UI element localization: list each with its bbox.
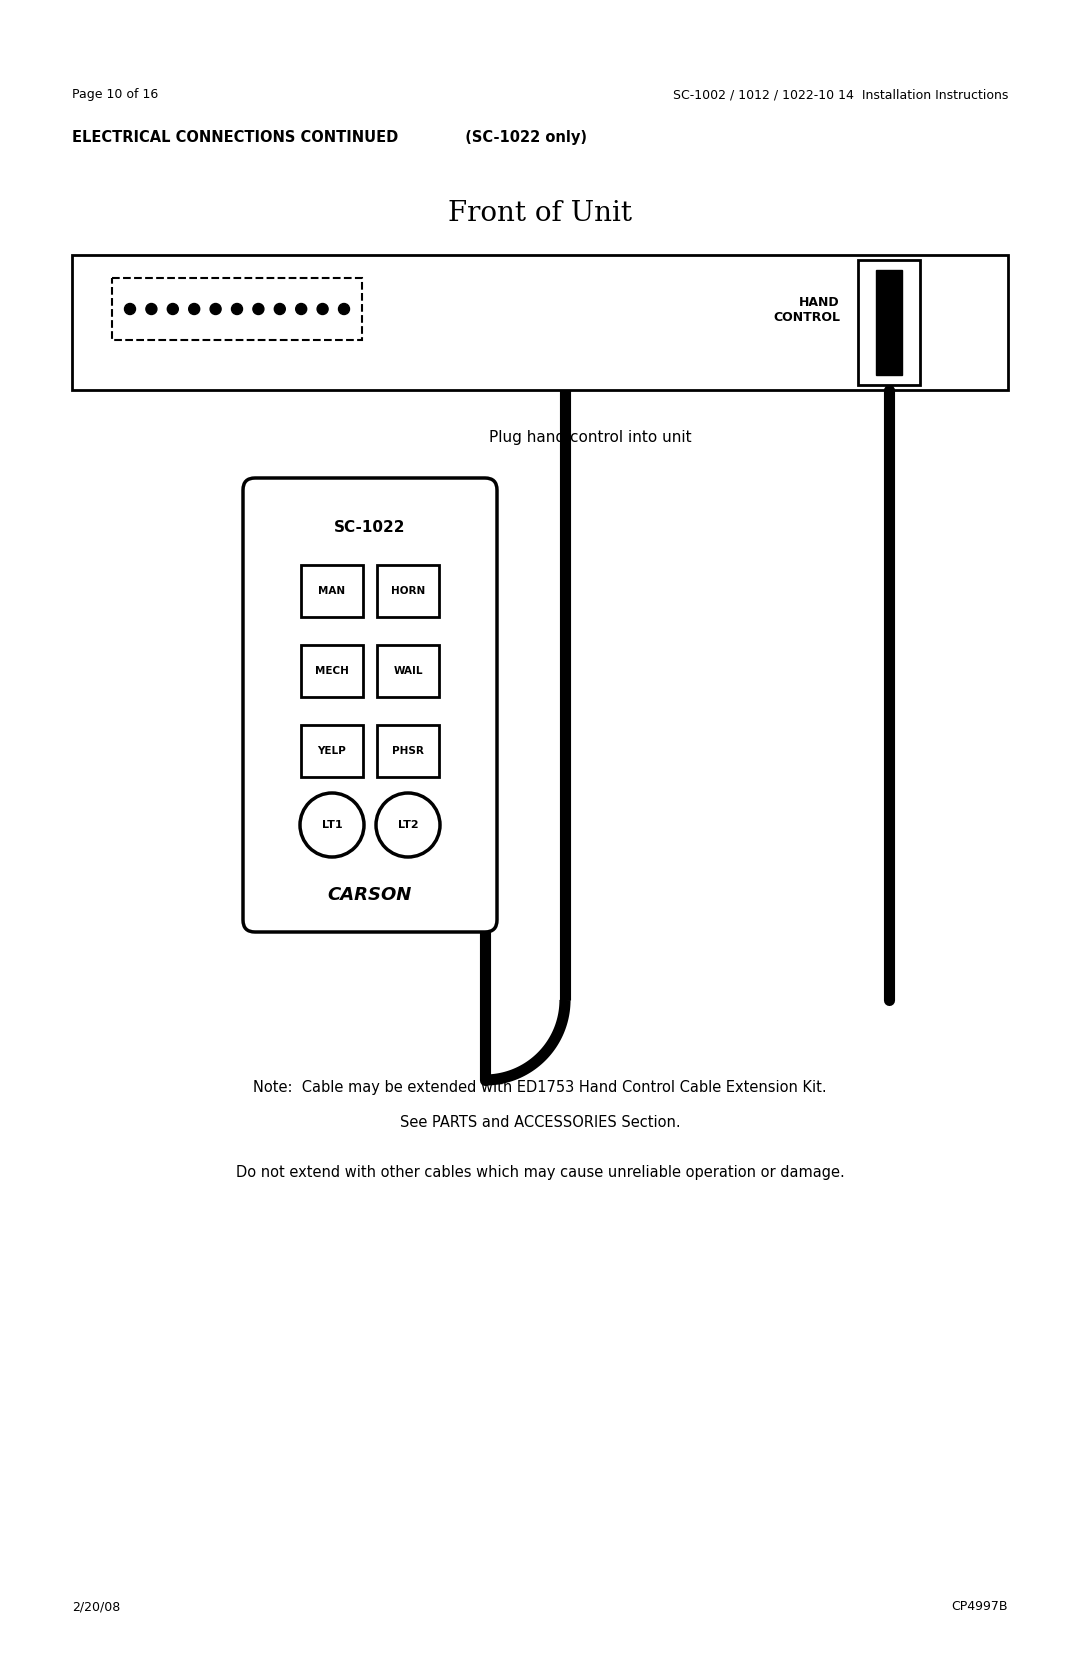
- Circle shape: [124, 304, 135, 314]
- Circle shape: [231, 304, 243, 314]
- Circle shape: [253, 304, 264, 314]
- Text: Do not extend with other cables which may cause unreliable operation or damage.: Do not extend with other cables which ma…: [235, 1165, 845, 1180]
- Text: Front of Unit: Front of Unit: [448, 200, 632, 227]
- Text: 2/20/08: 2/20/08: [72, 1601, 120, 1612]
- Text: CARSON: CARSON: [328, 886, 413, 905]
- Text: LT1: LT1: [322, 819, 342, 829]
- Circle shape: [300, 793, 364, 856]
- Text: HORN: HORN: [391, 586, 426, 596]
- Bar: [72, 255, 1008, 391]
- Circle shape: [376, 793, 440, 856]
- FancyBboxPatch shape: [243, 477, 497, 931]
- Text: Page 10 of 16: Page 10 of 16: [72, 88, 159, 102]
- Circle shape: [146, 304, 157, 314]
- Circle shape: [211, 304, 221, 314]
- Text: PHSR: PHSR: [392, 746, 424, 756]
- Circle shape: [338, 304, 350, 314]
- Text: CP4997B: CP4997B: [951, 1601, 1008, 1612]
- Text: WAIL: WAIL: [393, 666, 422, 676]
- Text: Note:  Cable may be extended with ED1753 Hand Control Cable Extension Kit.: Note: Cable may be extended with ED1753 …: [253, 1080, 827, 1095]
- Bar: [377, 644, 438, 698]
- Circle shape: [167, 304, 178, 314]
- Circle shape: [296, 304, 307, 314]
- Bar: [301, 644, 363, 698]
- Text: LT2: LT2: [397, 819, 418, 829]
- Text: MAN: MAN: [319, 586, 346, 596]
- Circle shape: [189, 304, 200, 314]
- Bar: [377, 724, 438, 778]
- Bar: [377, 566, 438, 618]
- Bar: [112, 279, 362, 340]
- Bar: [301, 724, 363, 778]
- Text: Plug hand control into unit: Plug hand control into unit: [488, 431, 691, 446]
- Bar: [301, 566, 363, 618]
- Text: SC-1022: SC-1022: [334, 521, 406, 536]
- Text: (SC-1022 only): (SC-1022 only): [455, 130, 588, 145]
- Bar: [876, 270, 902, 376]
- Text: SC-1002 / 1012 / 1022-10 14  Installation Instructions: SC-1002 / 1012 / 1022-10 14 Installation…: [673, 88, 1008, 102]
- Text: See PARTS and ACCESSORIES Section.: See PARTS and ACCESSORIES Section.: [400, 1115, 680, 1130]
- Text: HAND
CONTROL: HAND CONTROL: [773, 295, 840, 324]
- Circle shape: [274, 304, 285, 314]
- Text: YELP: YELP: [318, 746, 347, 756]
- Text: MECH: MECH: [315, 666, 349, 676]
- Text: ELECTRICAL CONNECTIONS CONTINUED: ELECTRICAL CONNECTIONS CONTINUED: [72, 130, 399, 145]
- Circle shape: [318, 304, 328, 314]
- Bar: [858, 260, 920, 386]
